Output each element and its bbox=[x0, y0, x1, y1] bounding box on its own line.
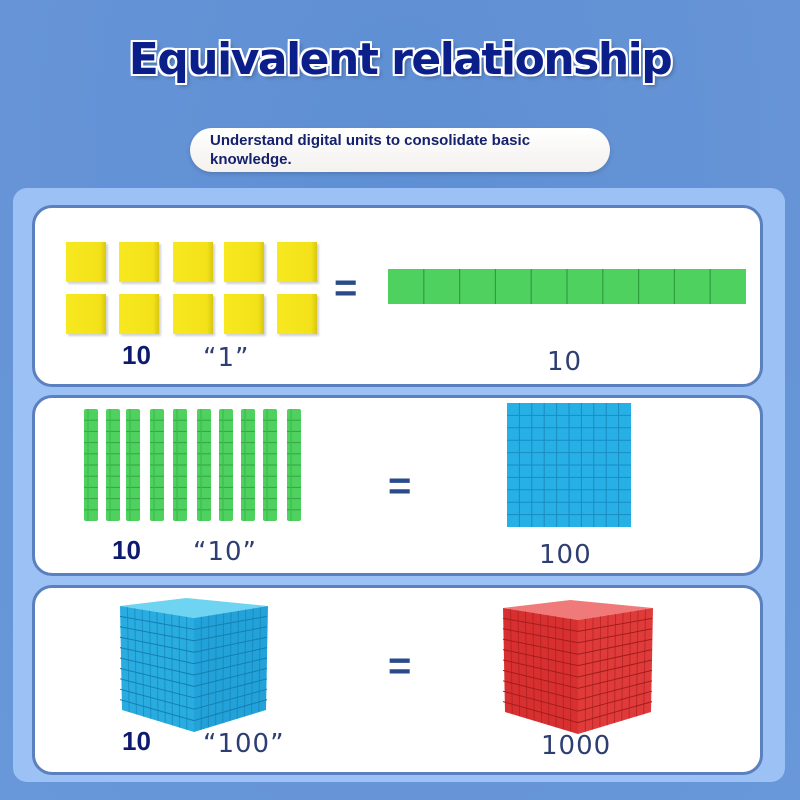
cube-grid-line bbox=[163, 613, 166, 724]
cube-grid-line bbox=[236, 610, 239, 719]
cube-grid-line bbox=[119, 699, 195, 722]
cube-grid-line bbox=[502, 701, 579, 724]
unit-cube bbox=[277, 294, 317, 334]
unit-label: “100” bbox=[203, 729, 285, 759]
cube-grid-line bbox=[614, 613, 616, 724]
cube-grid-line bbox=[577, 701, 653, 724]
cube-grid-line bbox=[555, 616, 557, 728]
unit-label: “10” bbox=[193, 537, 258, 567]
cube-grid-line bbox=[635, 610, 639, 717]
cube-grid-line bbox=[540, 613, 542, 724]
cube-grid-line bbox=[577, 680, 653, 701]
cube-top-face bbox=[120, 598, 268, 618]
green-rod-of-ten bbox=[388, 269, 746, 304]
cube-grid-line bbox=[628, 611, 631, 719]
cube-grid-line bbox=[229, 611, 232, 722]
count-label: 10 bbox=[112, 535, 141, 565]
cube-top-face bbox=[503, 600, 653, 620]
cube-grid-line bbox=[643, 609, 646, 715]
unit-cube bbox=[119, 294, 159, 334]
cube-grid-line bbox=[621, 612, 624, 721]
equals-sign: = bbox=[388, 644, 412, 688]
unit-label: “1” bbox=[203, 343, 250, 373]
subtitle-banner: Understand digital units to consolidate … bbox=[190, 128, 610, 172]
unit-cube bbox=[119, 242, 159, 282]
unit-cube bbox=[224, 294, 264, 334]
cube-grid-line bbox=[502, 669, 579, 689]
result-label: 1000 bbox=[541, 731, 612, 761]
cube-grid-line bbox=[119, 667, 195, 687]
cube-grid-line bbox=[258, 607, 262, 713]
cube-grid-line bbox=[119, 688, 195, 710]
unit-cube bbox=[173, 294, 213, 334]
cube-grid-line bbox=[193, 667, 268, 687]
cube-grid-line bbox=[193, 688, 268, 710]
cube-grid-line bbox=[502, 690, 579, 712]
blue-flat-hundred bbox=[507, 403, 631, 527]
cube-grid-line bbox=[502, 680, 579, 701]
unit-cube bbox=[66, 242, 106, 282]
cube-grid-line bbox=[577, 690, 653, 712]
cube-grid-line bbox=[251, 608, 254, 715]
cube-grid-line bbox=[547, 615, 550, 726]
cube-grid-line bbox=[193, 699, 268, 722]
result-label: 100 bbox=[539, 540, 592, 570]
cube-grid-line bbox=[156, 611, 159, 722]
page-title: Equivalent relationship bbox=[128, 34, 673, 85]
cube-grid-line bbox=[193, 678, 268, 699]
cube-grid-line bbox=[119, 678, 195, 699]
green-rods-group bbox=[84, 409, 301, 521]
unit-cube bbox=[66, 294, 106, 334]
cube-grid-line bbox=[243, 609, 247, 717]
blue-cube-stack bbox=[119, 598, 268, 732]
count-label: 10 bbox=[122, 726, 151, 756]
red-cube-thousand bbox=[502, 600, 653, 734]
count-label: 10 bbox=[122, 340, 151, 370]
equals-sign: = bbox=[334, 266, 358, 310]
unit-cube bbox=[277, 242, 317, 282]
cube-grid-line bbox=[171, 614, 173, 726]
equals-sign: = bbox=[388, 464, 412, 508]
result-label: 10 bbox=[547, 347, 583, 377]
cube-grid-line bbox=[577, 669, 653, 689]
unit-cube bbox=[173, 242, 213, 282]
unit-cube bbox=[224, 242, 264, 282]
subtitle-text: Understand digital units to consolidate … bbox=[210, 132, 531, 168]
